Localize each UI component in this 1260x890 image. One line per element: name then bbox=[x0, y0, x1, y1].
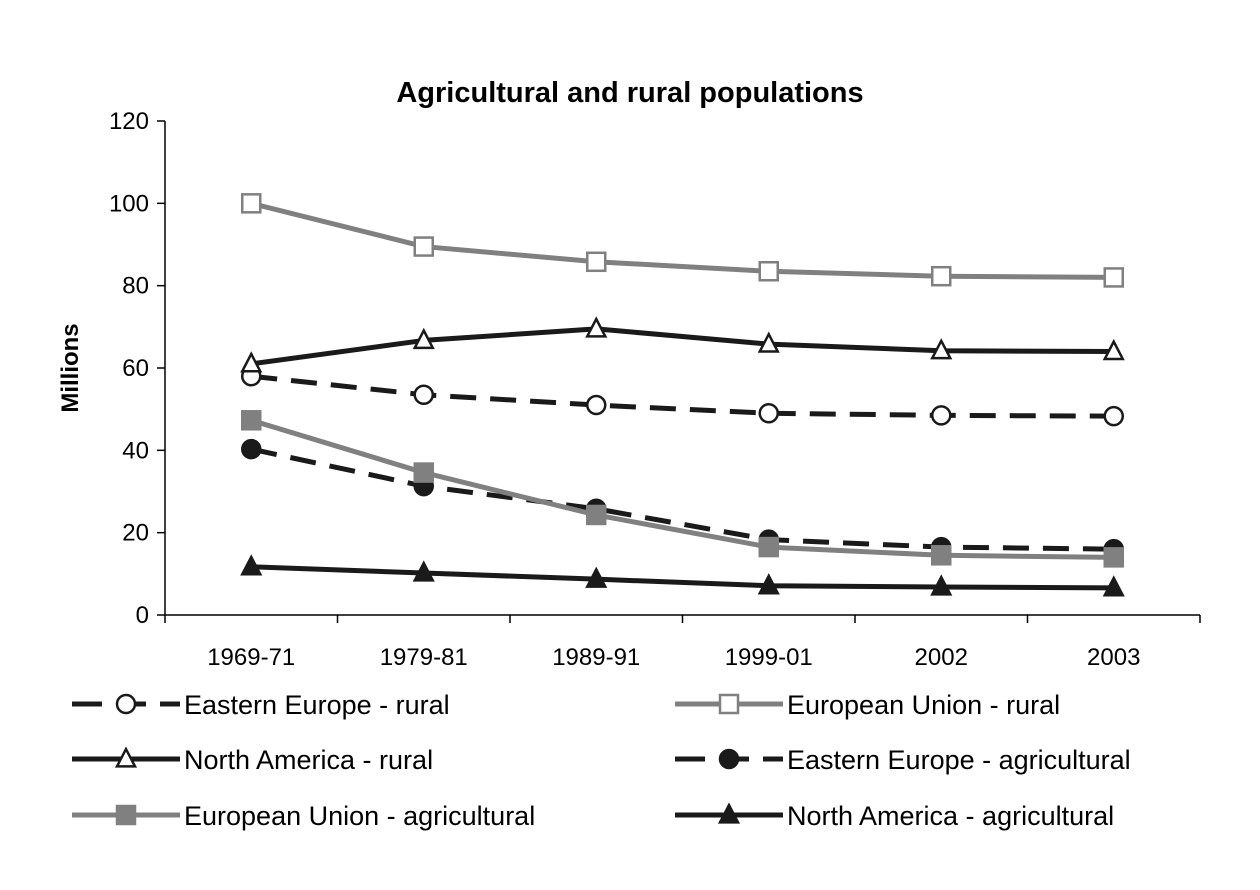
legend-label: European Union - rural bbox=[787, 690, 1060, 720]
y-tick-label: 120 bbox=[109, 108, 149, 135]
legend-label: European Union - agricultural bbox=[184, 801, 535, 831]
x-tick-label: 1989-91 bbox=[552, 644, 640, 671]
data-point bbox=[1103, 405, 1124, 427]
data-point bbox=[758, 536, 779, 558]
series-line bbox=[250, 446, 1114, 552]
series-line bbox=[250, 373, 1114, 419]
data-point bbox=[758, 403, 779, 424]
data-point bbox=[586, 504, 607, 526]
data-point bbox=[413, 384, 434, 406]
data-point bbox=[241, 193, 262, 214]
y-tick-label: 40 bbox=[122, 437, 149, 464]
data-point bbox=[757, 331, 780, 353]
legend-item: European Union - rural bbox=[675, 690, 1060, 720]
y-tick-label: 60 bbox=[122, 355, 149, 382]
data-point bbox=[1102, 338, 1125, 361]
y-axis-title: Millions bbox=[57, 323, 84, 412]
legend-item: European Union - agricultural bbox=[72, 801, 535, 831]
y-tick-label: 80 bbox=[122, 273, 149, 300]
legend-label: Eastern Europe - agricultural bbox=[787, 745, 1131, 775]
data-point bbox=[1103, 267, 1124, 288]
legend-swatch-marker bbox=[718, 748, 740, 770]
series-line bbox=[251, 564, 1114, 591]
data-point bbox=[757, 573, 780, 595]
data-point bbox=[931, 405, 952, 426]
data-point bbox=[412, 560, 435, 582]
legend-label: Eastern Europe - rural bbox=[184, 690, 450, 720]
data-point bbox=[931, 265, 952, 287]
data-point bbox=[1103, 547, 1124, 568]
data-point bbox=[1102, 575, 1125, 597]
data-point bbox=[413, 462, 434, 483]
x-tick-label: 1979-81 bbox=[380, 644, 468, 671]
x-tick-label: 2003 bbox=[1087, 644, 1140, 671]
data-point bbox=[585, 316, 608, 338]
legend-label: North America - agricultural bbox=[787, 801, 1114, 831]
data-point bbox=[413, 236, 434, 257]
data-point bbox=[240, 554, 263, 576]
series-2 bbox=[240, 316, 1125, 373]
series-4 bbox=[241, 410, 1124, 568]
series-line bbox=[250, 200, 1114, 280]
data-point bbox=[758, 261, 779, 282]
data-point bbox=[930, 338, 953, 360]
legend-swatch-marker bbox=[115, 804, 137, 826]
series-1 bbox=[241, 193, 1124, 288]
series-5 bbox=[240, 554, 1125, 597]
legend-item: North America - agricultural bbox=[675, 801, 1114, 831]
x-tick-label: 1969-71 bbox=[207, 644, 295, 671]
y-tick-label: 0 bbox=[136, 602, 149, 629]
legend-swatch-marker bbox=[717, 802, 741, 824]
data-point bbox=[931, 545, 952, 566]
legend-swatch-marker bbox=[114, 746, 138, 768]
legend-item: Eastern Europe - agricultural bbox=[675, 745, 1131, 775]
x-tick-label: 2002 bbox=[915, 644, 968, 671]
legend-item: Eastern Europe - rural bbox=[72, 690, 450, 720]
series-line bbox=[250, 326, 1114, 367]
data-point bbox=[586, 394, 607, 416]
data-point bbox=[930, 574, 953, 596]
chart-title: Agricultural and rural populations bbox=[396, 77, 863, 109]
legend-swatch-marker bbox=[115, 693, 137, 715]
data-point bbox=[241, 438, 262, 460]
series-0 bbox=[241, 365, 1124, 427]
legend-label: North America - rural bbox=[184, 745, 433, 775]
data-point bbox=[240, 351, 263, 373]
legend-item: North America - rural bbox=[72, 745, 433, 775]
data-point bbox=[585, 566, 608, 588]
axes: 0 20 40 60 80 100 120 1969-71 1979-81 1989-91 1999… bbox=[109, 108, 1201, 671]
x-tick-label: 1999-01 bbox=[725, 644, 813, 671]
y-tick-label: 100 bbox=[109, 190, 149, 217]
series-line bbox=[250, 417, 1114, 560]
series-layer bbox=[240, 193, 1125, 597]
legend-swatch-marker bbox=[718, 693, 740, 715]
data-point bbox=[241, 410, 262, 431]
y-tick-label: 20 bbox=[122, 520, 149, 547]
data-point bbox=[586, 251, 607, 273]
data-point bbox=[412, 327, 435, 350]
legend: Eastern Europe - rural European Union - r… bbox=[72, 690, 1131, 831]
